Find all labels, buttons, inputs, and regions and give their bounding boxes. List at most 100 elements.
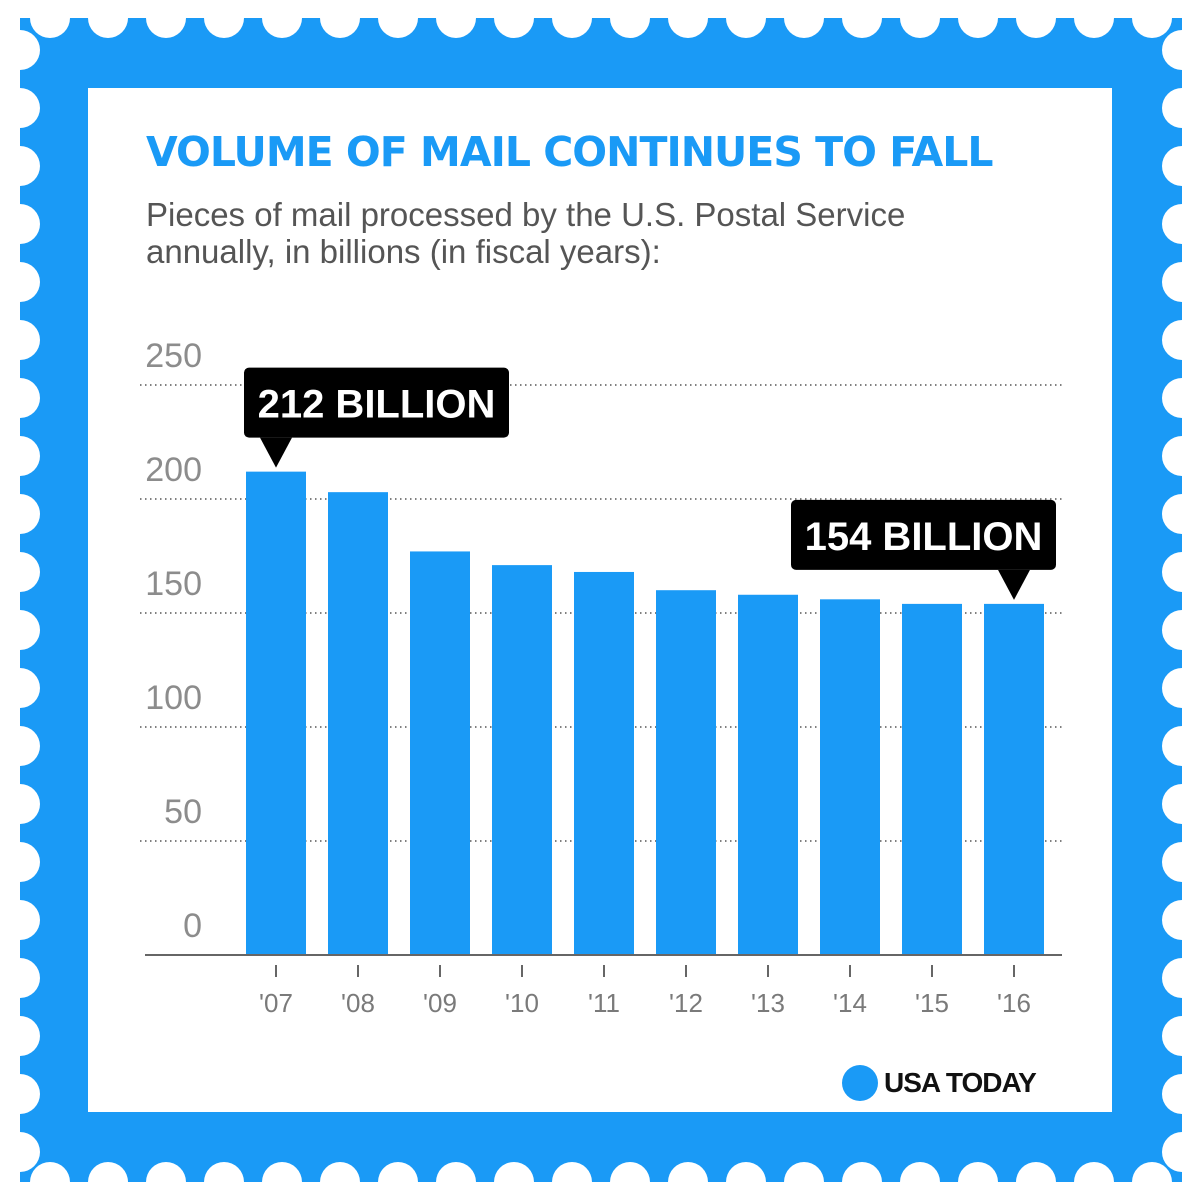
perforation-hole <box>1074 1162 1114 1200</box>
perforation-hole <box>726 1162 766 1200</box>
perforation-hole <box>1016 1162 1056 1200</box>
perforation-hole <box>1016 0 1056 38</box>
bar <box>574 571 634 955</box>
perforation-hole <box>88 0 128 38</box>
perforation-hole <box>1162 552 1200 592</box>
brand-name: USA TODAY <box>884 1067 1037 1098</box>
callout-label: 154 BILLION <box>805 515 1043 559</box>
perforation-hole <box>1162 30 1200 70</box>
perforation-hole <box>0 726 40 766</box>
perforation-hole <box>1162 494 1200 534</box>
perforation-hole <box>494 0 534 38</box>
perforation-hole <box>726 0 766 38</box>
chart-subtitle: Pieces of mail processed by the U.S. Pos… <box>146 196 1046 270</box>
perforation-hole <box>0 1132 40 1172</box>
perforation-hole <box>0 1016 40 1056</box>
perforation-hole <box>146 0 186 38</box>
perforation-hole <box>1162 262 1200 302</box>
y-tick-label: 50 <box>164 793 202 831</box>
perforation-hole <box>494 1162 534 1200</box>
perforation-hole <box>0 1074 40 1114</box>
y-tick-label: 0 <box>183 907 202 945</box>
subtitle-line-2: annually, in billions (in fiscal years): <box>146 233 661 270</box>
x-axis <box>145 954 1062 977</box>
callout: 212 BILLION <box>244 367 509 468</box>
perforation-hole <box>1132 0 1172 38</box>
bar <box>656 590 716 955</box>
perforation-hole <box>378 1162 418 1200</box>
callouts: 212 BILLION 154 BILLION <box>244 367 1056 600</box>
perforation-hole <box>1162 958 1200 998</box>
x-tick-label: '09 <box>423 988 457 1018</box>
x-tick-label: '15 <box>915 988 949 1018</box>
perforation-hole <box>0 30 40 70</box>
usa-today-dot-icon <box>842 1065 878 1101</box>
callout-label: 212 BILLION <box>258 383 496 427</box>
x-tick-label: '16 <box>997 988 1031 1018</box>
perforation-hole <box>1162 842 1200 882</box>
perforation-hole <box>1162 146 1200 186</box>
perforation-hole <box>1132 1162 1172 1200</box>
perforation-hole <box>1162 784 1200 824</box>
bar <box>902 603 962 955</box>
perforation-hole <box>30 0 70 38</box>
callout-pointer <box>998 569 1030 600</box>
perforation-hole <box>842 0 882 38</box>
bar <box>328 492 388 955</box>
perforation-hole <box>900 0 940 38</box>
perforation-hole <box>668 0 708 38</box>
bars <box>246 471 1044 955</box>
bar <box>738 594 798 955</box>
perforation-hole <box>842 1162 882 1200</box>
perforation-hole <box>1162 1016 1200 1056</box>
chart-title: VOLUME OF MAIL CONTINUES TO FALL <box>146 128 993 176</box>
x-tick-label: '08 <box>341 988 375 1018</box>
perforation-hole <box>378 0 418 38</box>
perforation-hole <box>436 1162 476 1200</box>
perforation-hole <box>320 1162 360 1200</box>
perforation-hole <box>30 1162 70 1200</box>
perforation-hole <box>1162 1074 1200 1114</box>
perforation-hole <box>1074 0 1114 38</box>
perforation-hole <box>262 0 302 38</box>
perforation-hole <box>0 88 40 128</box>
perforation-hole <box>262 1162 302 1200</box>
callout: 154 BILLION <box>791 499 1056 600</box>
perforation-hole <box>436 0 476 38</box>
perforation-hole <box>0 204 40 244</box>
x-tick-label: '12 <box>669 988 703 1018</box>
perforation-hole <box>0 378 40 418</box>
perforation-hole <box>1162 436 1200 476</box>
perforation-hole <box>958 1162 998 1200</box>
callout-pointer <box>260 437 292 468</box>
perforation-hole <box>204 1162 244 1200</box>
perforation-hole <box>146 1162 186 1200</box>
y-tick-label: 100 <box>145 679 202 717</box>
perforation-hole <box>0 958 40 998</box>
bar <box>410 551 470 955</box>
y-tick-label: 200 <box>145 451 202 489</box>
x-tick-label: '10 <box>505 988 539 1018</box>
y-tick-label: 250 <box>145 337 202 375</box>
x-tick-label: '07 <box>259 988 293 1018</box>
perforation-hole <box>1162 726 1200 766</box>
perforation-hole <box>0 146 40 186</box>
perforation-hole <box>1162 900 1200 940</box>
perforation-hole <box>1162 88 1200 128</box>
bar <box>492 565 552 955</box>
x-tick-label: '13 <box>751 988 785 1018</box>
usa-today-logo: USA TODAY <box>842 1063 1037 1103</box>
perforation-hole <box>610 0 650 38</box>
perforation-hole <box>0 552 40 592</box>
perforation-hole <box>0 784 40 824</box>
tick-labels: 0 50 100 150 200 250 '07 '08 '09 '10 '11 '12 '13 '14 '… <box>145 337 1031 1018</box>
perforation-hole <box>0 320 40 360</box>
bar <box>246 471 306 955</box>
x-tick-label: '11 <box>588 988 620 1018</box>
subtitle-line-1: Pieces of mail processed by the U.S. Pos… <box>146 196 906 233</box>
perforation-hole <box>0 494 40 534</box>
perforation-hole <box>1162 378 1200 418</box>
